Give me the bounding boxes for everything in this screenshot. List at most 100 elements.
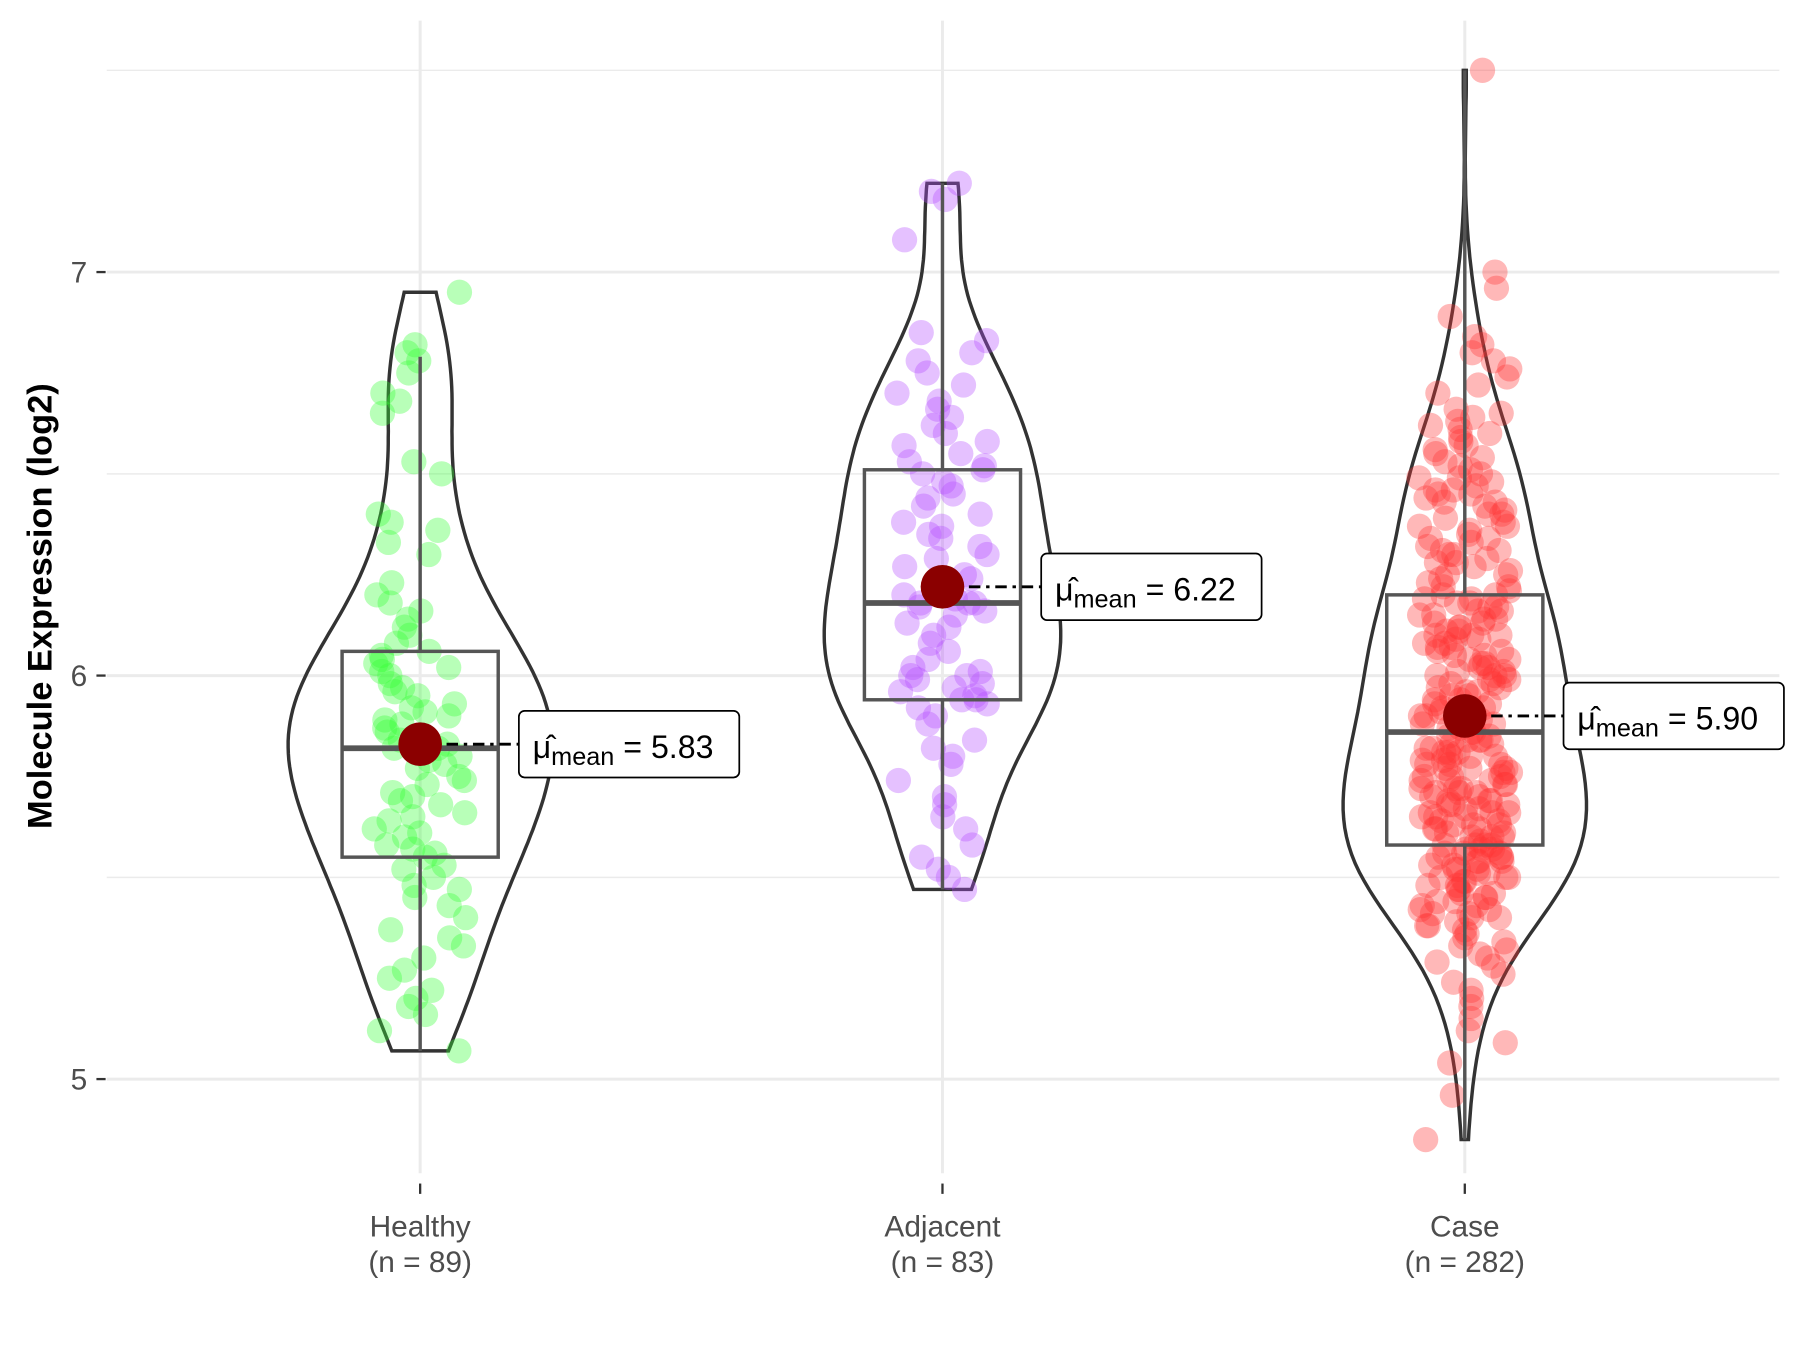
data-point [953,816,979,842]
data-point [1445,739,1471,765]
data-point [416,541,442,568]
data-point [1486,905,1513,931]
data-point [1496,800,1522,826]
data-point [411,945,437,971]
data-point [1493,864,1519,890]
x-tick-label: Case [1430,1210,1500,1243]
y-axis-label: Molecule Expression (log2) [22,383,60,829]
data-point [391,856,417,882]
data-point [1421,816,1448,842]
data-point [1465,598,1491,624]
data-point [920,735,947,761]
data-point [1476,896,1503,923]
data-point [1438,634,1465,660]
data-point [1454,921,1480,947]
data-point [391,957,418,983]
data-point [1482,259,1508,285]
data-point [905,695,932,721]
data-point [403,985,429,1012]
data-point [1489,501,1515,527]
data-point [1417,412,1444,439]
data-point [959,340,985,366]
data-point [1480,348,1507,374]
data-point [420,864,447,890]
data-point [890,509,917,535]
data-point [891,227,918,253]
violin-outline [822,181,1063,892]
data-point [369,658,395,685]
data-point [1472,493,1498,519]
data-point [1442,856,1468,882]
x-tick-count: (n = 282) [1405,1246,1525,1279]
data-point [1435,788,1461,814]
data-point [1440,792,1466,818]
data-point [1497,759,1524,786]
data-point [378,509,404,535]
data-point [1443,549,1469,576]
data-point [370,380,396,406]
data-point [1432,630,1458,656]
data-point [1457,743,1484,769]
data-point [974,691,1000,717]
mean-subscript: mean [1596,715,1659,743]
data-point [1408,767,1434,794]
data-point [1472,884,1498,911]
data-point [1421,602,1447,628]
data-point [1488,400,1514,426]
mean-label: μ̂mean = 5.90 [1577,701,1758,743]
data-point [1486,812,1513,838]
data-point [376,965,403,991]
data-point [369,646,395,673]
mean-point [920,564,965,609]
data-point [1440,477,1466,503]
data-point [412,699,438,725]
data-point [378,917,404,943]
data-point [1431,739,1457,765]
data-point [1409,892,1435,919]
data-point [1461,553,1487,580]
data-point [1428,808,1454,834]
data-point [938,404,965,430]
data-point [1494,364,1520,390]
data-point [376,808,402,834]
data-point [1435,792,1462,818]
data-point [1461,324,1488,350]
group-case: μ̂mean = 5.90 [1341,57,1785,1153]
data-point [1442,888,1468,915]
data-point [365,501,391,527]
data-point [1487,622,1513,648]
data-point [414,771,440,798]
data-point [377,671,403,697]
data-point [1477,420,1503,447]
data-point [1489,638,1515,664]
data-point [1463,779,1489,806]
box [340,649,500,859]
data-point [1413,735,1439,761]
data-point [1466,783,1492,810]
data-point [446,279,473,305]
data-point [1479,731,1505,757]
data-point [974,541,1000,568]
data-point [892,553,918,580]
data-point [1467,941,1493,967]
data-point [958,566,984,592]
data-point [1480,671,1506,697]
data-point [1487,840,1513,866]
data-point [1419,783,1445,810]
data-point [1496,646,1522,673]
data-point [1422,436,1448,463]
data-point [1436,767,1462,794]
data-point [1463,473,1489,499]
data-point [402,332,428,358]
data-point [896,449,922,475]
y-tick-label: 6 [71,660,88,693]
data-point [962,683,988,709]
data-point [1490,820,1517,846]
data-point [436,703,462,729]
data-point [1418,852,1444,878]
data-point [366,1018,393,1044]
data-point [361,816,387,842]
data-point [1438,671,1464,697]
data-point [931,792,958,818]
